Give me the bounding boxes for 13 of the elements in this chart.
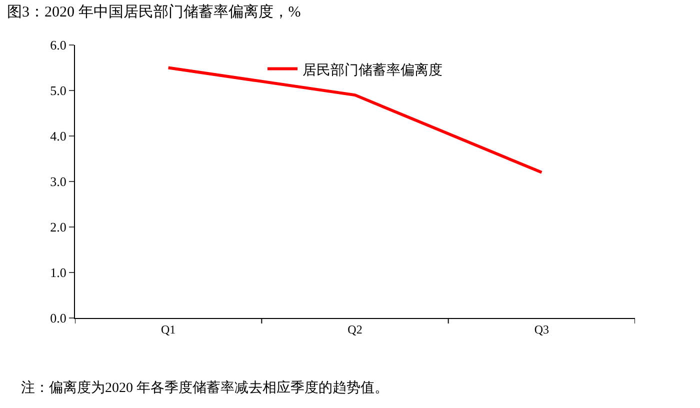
y-tick-label: 3.0 <box>50 174 66 190</box>
chart-title: 图3：2020 年中国居民部门储蓄率偏离度，% <box>7 4 301 21</box>
x-tick-label: Q3 <box>534 322 550 336</box>
x-tick-label: Q1 <box>160 322 176 336</box>
y-tick-label: 6.0 <box>50 38 66 53</box>
y-tick-label: 4.0 <box>50 128 66 144</box>
legend-label: 居民部门储蓄率偏离度 <box>302 62 442 78</box>
y-tick-label: 1.0 <box>50 265 66 280</box>
x-tick-label: Q2 <box>348 322 362 336</box>
y-tick-label: 2.0 <box>50 220 66 235</box>
y-tick-label: 5.0 <box>50 83 66 98</box>
y-tick-label: 0.0 <box>50 310 66 326</box>
text: 注：偏离度为2020 年各季度储蓄率减去相应季度的趋势值。 <box>21 380 388 396</box>
